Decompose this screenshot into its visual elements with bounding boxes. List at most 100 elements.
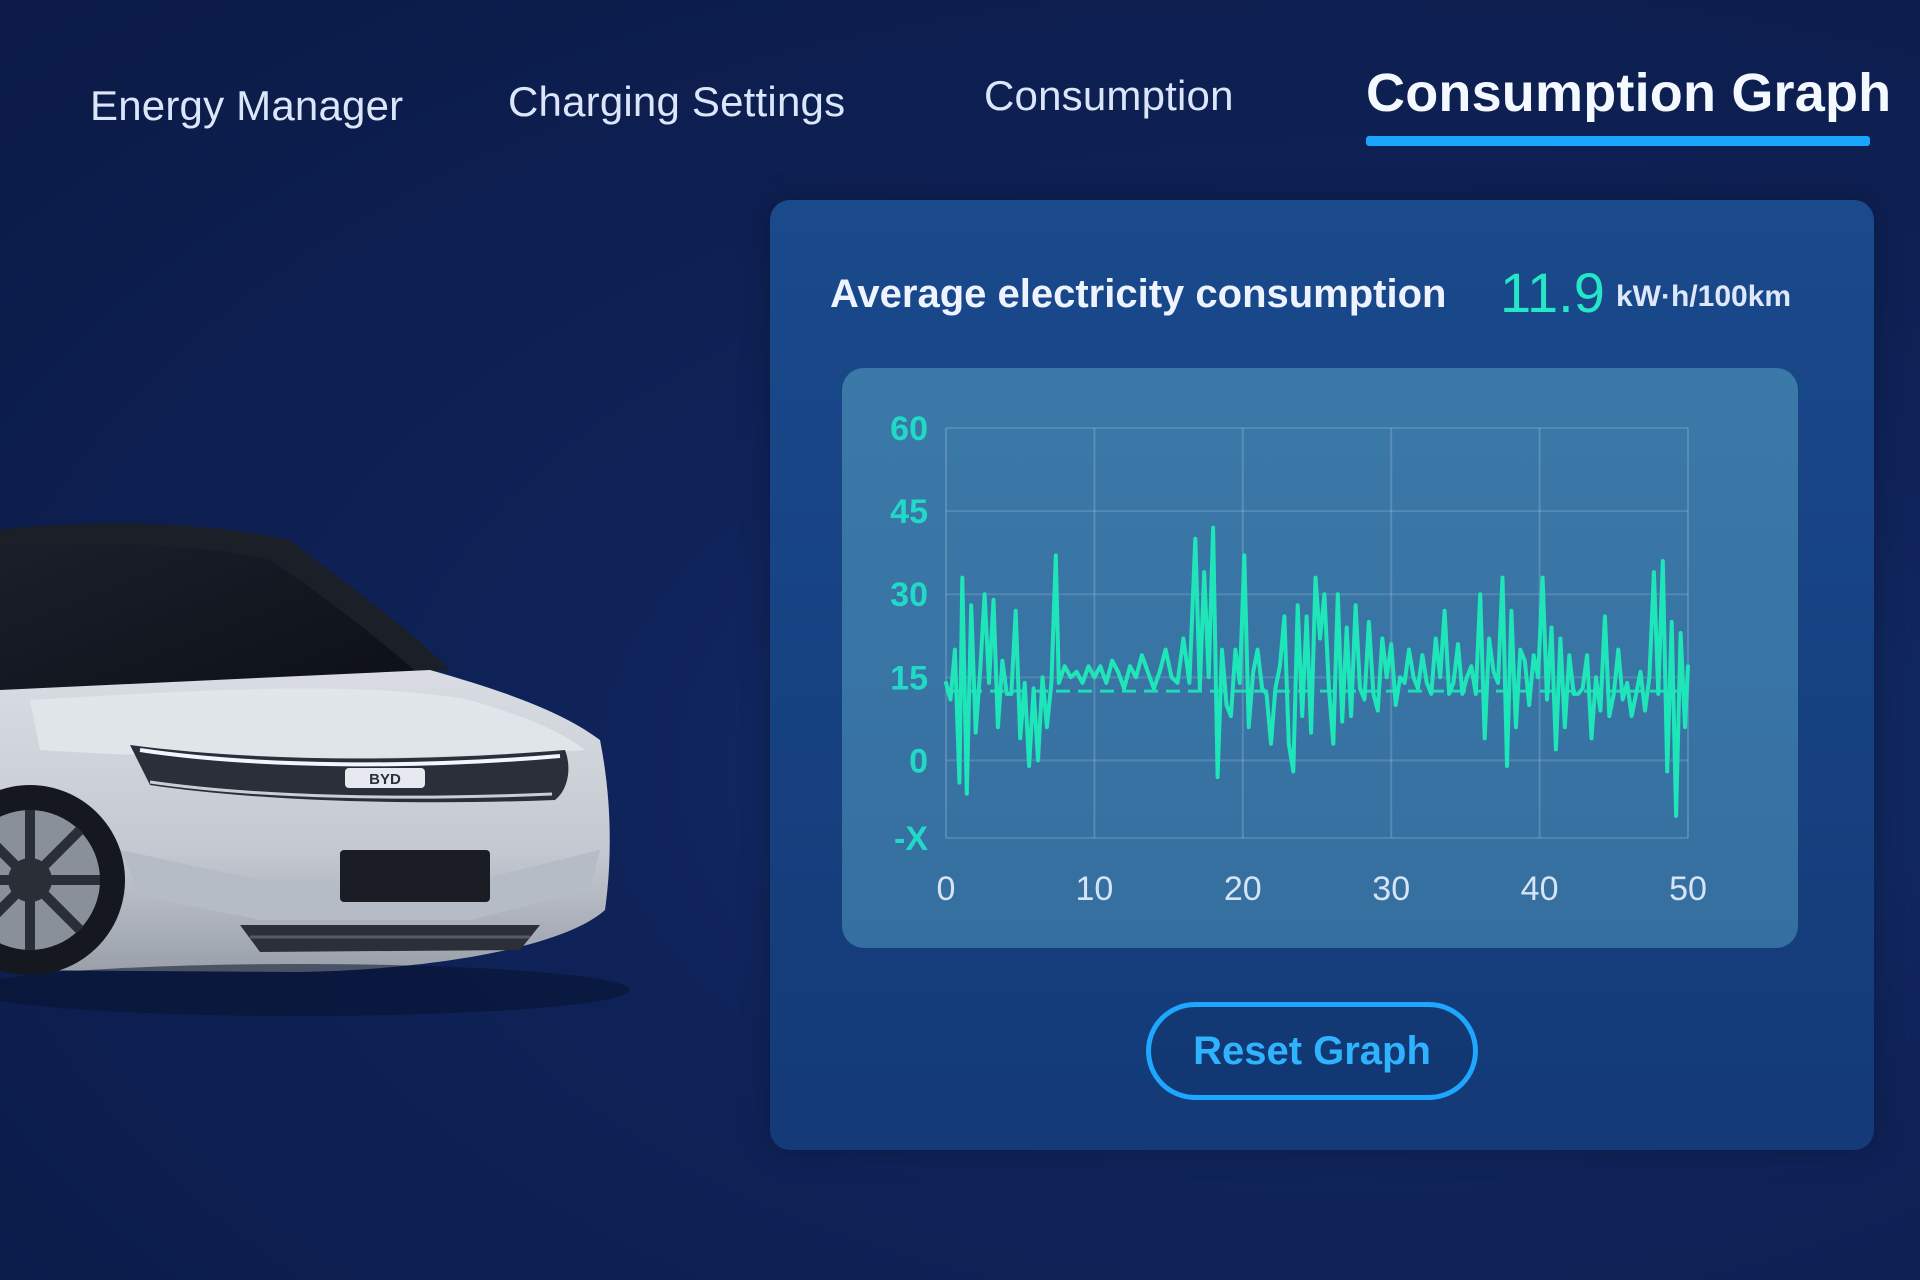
consumption-data-point [1545,698,1549,701]
consumption-data-point [1104,681,1108,685]
consumption-data-point [1358,686,1362,690]
reset-graph-button[interactable]: Reset Graph [1146,1002,1478,1100]
consumption-data-point [1322,592,1326,596]
consumption-data-point [1603,614,1607,618]
consumption-data-point [1625,681,1629,685]
consumption-data-point [1371,692,1375,696]
license-plate [340,850,490,902]
consumption-data-point [1045,725,1049,729]
consumption-data-point [1287,742,1291,746]
consumption-data-point [1363,698,1366,701]
consumption-data-point [1187,681,1191,685]
consumption-data-point [983,592,987,596]
consumption-data-point [1170,675,1174,679]
consumption-data-point [1550,626,1553,629]
consumption-data-point [1563,725,1567,729]
consumption-data-point [1670,620,1674,624]
consumption-data-point [1256,648,1260,652]
tab-charging-settings[interactable]: Charging Settings [508,78,846,125]
avg-consumption-label: Average electricity consumption [830,272,1447,316]
consumption-data-point [1300,714,1304,718]
y-tick-label: 45 [890,493,928,531]
consumption-data-point [1181,637,1185,640]
consumption-data-point [1014,609,1018,613]
y-tick-label: 60 [890,410,928,448]
consumption-data-point [1447,692,1451,696]
consumption-data-point [1116,670,1120,674]
x-tick-label: 40 [1521,870,1559,908]
consumption-data-point [1536,675,1540,679]
consumption-data-point [1265,692,1268,696]
consumption-data-point [1416,686,1420,690]
consumption-data-point [1081,681,1084,685]
consumption-data-point [1403,681,1407,685]
consumption-data-point [969,603,973,607]
consumption-data-point [953,648,957,652]
consumption-data-point [1523,659,1527,663]
consumption-data-point [1207,675,1211,679]
consumption-data-point [1590,736,1593,740]
chart-panel: 60 45 30 15 0 -X 0 10 20 30 40 50 [842,368,1798,948]
consumption-data-point [1572,692,1576,696]
x-tick-label: 30 [1372,870,1410,908]
consumption-data-point [1110,659,1114,663]
y-tick-label: 0 [909,742,928,780]
tab-consumption[interactable]: Consumption [984,72,1234,119]
consumption-data-point [1146,670,1150,674]
consumption-data-point [978,670,982,674]
consumption-data-point [1478,592,1482,596]
consumption-data-point [1340,720,1344,724]
consumption-data-point [1069,675,1073,679]
consumption-data-point [1198,686,1202,690]
consumption-data-point [1193,537,1197,541]
consumption-data-point [1607,714,1611,718]
consumption-data-point [1296,603,1300,607]
consumption-data-point [957,781,961,785]
consumption-data-point [1558,637,1562,640]
consumption-data-point [1452,681,1455,685]
consumption-data-point [1345,626,1349,629]
consumption-data-point [1327,686,1331,690]
consumption-data-point [1318,637,1322,640]
consumption-data-point [1674,814,1678,818]
consumption-data-point [1211,526,1215,530]
consumption-data-point [1585,653,1589,657]
consumption-data-point [1438,675,1442,679]
consumption-data-point [1140,653,1144,657]
consumption-data-point [1251,670,1255,674]
consumption-data-point [1679,631,1683,635]
consumption-data-point [1389,642,1393,646]
y-tick-label: 15 [890,659,928,697]
consumption-data-point [992,598,995,602]
avg-consumption-value: 11.9 [1500,261,1605,324]
consumption-data-point [1661,559,1665,563]
consumption-data-point [1376,709,1380,713]
tab-energy-manager[interactable]: Energy Manager [90,82,404,129]
consumption-data-point [1291,770,1295,773]
consumption-data-point [1634,692,1638,696]
consumption-data-point [1331,742,1335,746]
consumption-data-point [1009,692,1013,696]
consumption-data-point [1456,642,1460,646]
consumption-data-point [1202,570,1206,574]
consumption-data-point [1000,659,1004,663]
svg-text:BYD: BYD [369,771,401,788]
consumption-data-point [949,698,952,701]
consumption-data-point [1398,675,1402,679]
consumption-data-point [1643,709,1647,713]
consumption-data-point [1465,675,1469,679]
consumption-data-point [1630,714,1634,718]
consumption-graph-card: Average electricity consumption 11.9 kW·… [770,200,1874,1150]
consumption-data-point [1134,675,1138,679]
consumption-data-point [1128,664,1132,668]
tab-consumption-graph[interactable]: Consumption Graph [1366,63,1892,123]
consumption-data-point [1122,686,1126,690]
consumption-data-point [1420,653,1424,657]
avg-consumption-unit: kW·h/100km [1616,280,1792,313]
consumption-data-point [1049,681,1053,685]
consumption-data-point [1576,692,1580,696]
active-tab-indicator [1366,136,1870,146]
consumption-data-point [1216,775,1220,779]
consumption-data-point [1639,670,1642,674]
